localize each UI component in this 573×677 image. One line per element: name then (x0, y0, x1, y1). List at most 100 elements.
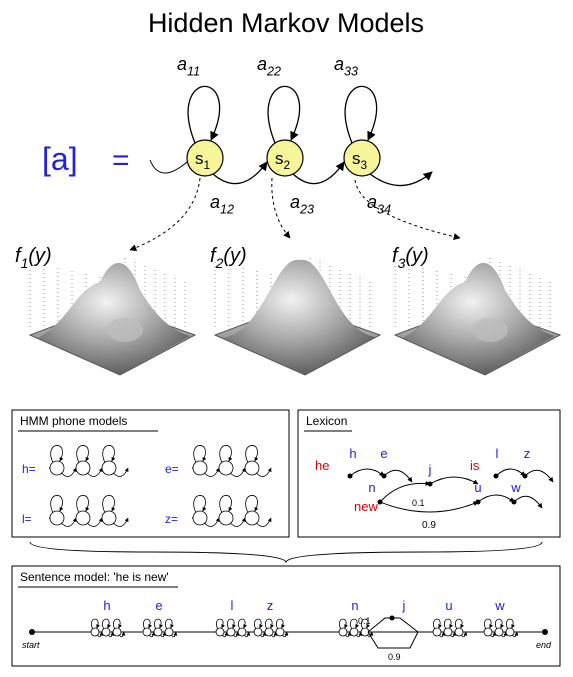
lex-phone: h (349, 446, 356, 461)
mini-loop (238, 619, 245, 629)
mini-loop (154, 619, 161, 629)
branch-prob: 0.9 (422, 520, 436, 531)
phone-model-label: h= (22, 462, 36, 476)
label-name: a (334, 54, 344, 74)
end-node (542, 629, 548, 635)
label: f3(y) (392, 245, 429, 271)
lex-arc (514, 496, 542, 508)
mini-loop (276, 619, 283, 629)
label-name: s (352, 149, 361, 168)
branch-prob: 0.1 (358, 616, 371, 626)
start-node (29, 629, 35, 635)
label-sub: 11 (187, 64, 200, 78)
density-plot (215, 258, 380, 375)
mini-loop (444, 619, 451, 629)
equals: = (112, 144, 130, 177)
mini-loop (194, 495, 206, 512)
lex-phone: l (496, 446, 499, 461)
label: a12 (210, 192, 234, 216)
surface-ridge (107, 318, 143, 342)
label: a33 (334, 54, 358, 78)
mini-state (245, 461, 259, 475)
label-sub: 3 (398, 255, 406, 271)
mini-loop (506, 619, 513, 629)
self-loop (188, 86, 219, 143)
lex-word: new (354, 499, 378, 514)
label-name: s (275, 149, 284, 168)
mini-loop (246, 445, 258, 462)
label-sub: 2 (284, 158, 291, 172)
phone-model-label: l= (22, 512, 32, 526)
mini-loop (455, 619, 462, 629)
phone-models-title: HMM phone models (20, 414, 127, 428)
mini-loop (194, 445, 206, 462)
mini-loop (103, 445, 115, 462)
sentence-phone: z (267, 598, 274, 613)
lexicon-title: Lexicon (306, 414, 347, 428)
title: Hidden Markov Models (148, 8, 424, 38)
label-name: a (177, 54, 187, 74)
mini-state (102, 511, 116, 525)
emission-arrow (130, 178, 200, 250)
mini-state (193, 511, 207, 525)
surface (403, 263, 555, 374)
lex-phone: u (474, 480, 481, 495)
self-loop (268, 86, 299, 143)
label-sub: 3 (361, 158, 368, 172)
mini-state (219, 461, 233, 475)
mini-loop (265, 619, 272, 629)
lex-arc (430, 477, 478, 484)
lex-phone: j (428, 462, 432, 477)
label-sub: 2 (215, 255, 224, 271)
label: a23 (290, 192, 314, 216)
mini-loop (350, 619, 357, 629)
lex-node (378, 500, 383, 505)
density-plot (30, 258, 195, 375)
sentence-phone: n (351, 598, 358, 613)
lex-phone: w (510, 480, 521, 495)
label-sub: 1 (204, 158, 211, 172)
density-plot (395, 258, 560, 375)
mini-state (102, 461, 116, 475)
label-sub: 22 (266, 64, 281, 78)
diagram: Hidden Markov Models [a] = s1a11a12s2a22… (0, 0, 573, 672)
mini-state (50, 511, 64, 525)
mini-state (245, 511, 259, 525)
label-sub: 1 (21, 255, 29, 271)
label-name: a (210, 192, 220, 212)
mini-loop (254, 619, 261, 629)
label-arg: (y) (405, 245, 428, 267)
label: f1(y) (15, 245, 52, 271)
sentence-branch (368, 632, 418, 648)
mini-loop (103, 495, 115, 512)
entry-arc (150, 160, 187, 173)
surface (223, 260, 375, 374)
emission-arrow (272, 178, 290, 238)
label-name: a (290, 192, 300, 212)
mini-loop (220, 445, 232, 462)
end-label: end (536, 640, 552, 650)
label: f2(y) (210, 245, 247, 271)
lex-phone: z (524, 446, 531, 461)
phone-model-label: z= (165, 512, 178, 526)
mini-loop (339, 619, 346, 629)
label-arg: (y) (223, 245, 246, 267)
label-sub: 33 (344, 64, 358, 78)
sentence-phone: h (103, 598, 110, 613)
lex-arc (350, 469, 384, 476)
label: a34 (367, 192, 391, 216)
label: a22 (257, 54, 281, 78)
mini-loop (246, 495, 258, 512)
lex-branch (380, 502, 478, 512)
mini-state (76, 461, 90, 475)
mini-state (76, 511, 90, 525)
phone-model-label: e= (165, 462, 179, 476)
lex-arc (384, 470, 412, 482)
brace (30, 542, 542, 562)
label-sub: 23 (299, 202, 314, 216)
mini-state (219, 511, 233, 525)
mini-loop (495, 619, 502, 629)
label-sub: 12 (220, 202, 234, 216)
mini-loop (51, 495, 63, 512)
